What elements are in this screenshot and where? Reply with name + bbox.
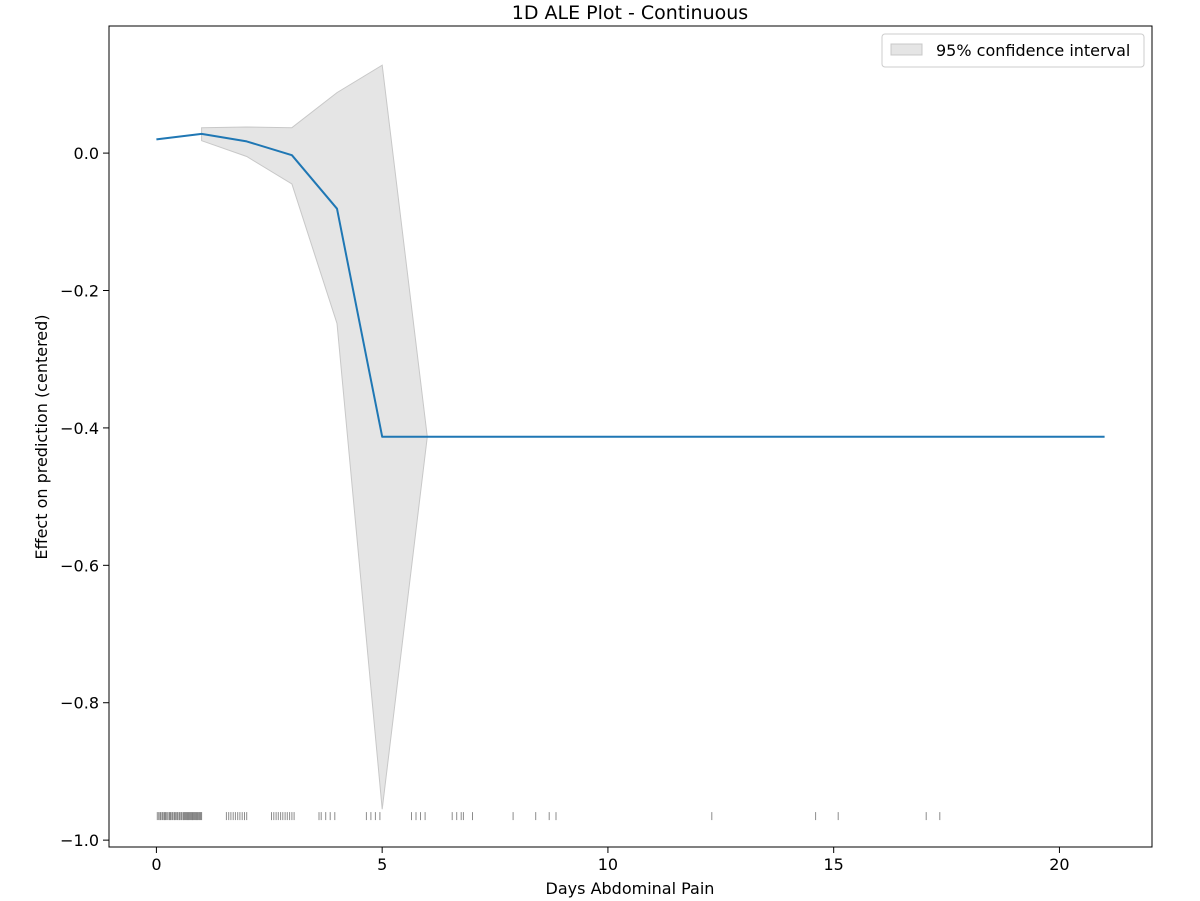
x-axis-label: Days Abdominal Pain	[546, 879, 715, 898]
y-tick-label: −1.0	[60, 831, 99, 850]
x-axis-ticks: 0 5 10 15 20	[151, 847, 1070, 874]
legend-swatch	[890, 43, 923, 56]
confidence-band	[201, 64, 428, 810]
x-tick-label: 10	[598, 855, 618, 874]
ale-line	[156, 132, 1105, 438]
x-tick-label: 15	[824, 855, 844, 874]
y-axis-label: Effect on prediction (centered)	[32, 314, 51, 559]
series-line-layer	[156, 132, 1105, 438]
y-tick-label: −0.8	[60, 694, 99, 713]
y-tick-label: −0.4	[60, 419, 99, 438]
confidence-band-layer	[201, 64, 428, 810]
y-axis-ticks: 0.0 −0.2 −0.4 −0.6 −0.8 −1.0	[60, 144, 109, 850]
legend-label: 95% confidence interval	[936, 41, 1130, 60]
x-tick-label: 0	[151, 855, 161, 874]
plot-frame	[108, 25, 1153, 848]
x-tick-label: 5	[377, 855, 387, 874]
chart-title: 1D ALE Plot - Continuous	[512, 2, 748, 24]
legend: 95% confidence interval	[881, 33, 1145, 68]
y-tick-label: −0.2	[60, 282, 99, 301]
y-tick-label: −0.6	[60, 556, 99, 575]
x-tick-label: 20	[1049, 855, 1069, 874]
rug-layer	[156, 812, 941, 821]
y-tick-label: 0.0	[74, 144, 99, 163]
legend-box	[881, 33, 1145, 68]
